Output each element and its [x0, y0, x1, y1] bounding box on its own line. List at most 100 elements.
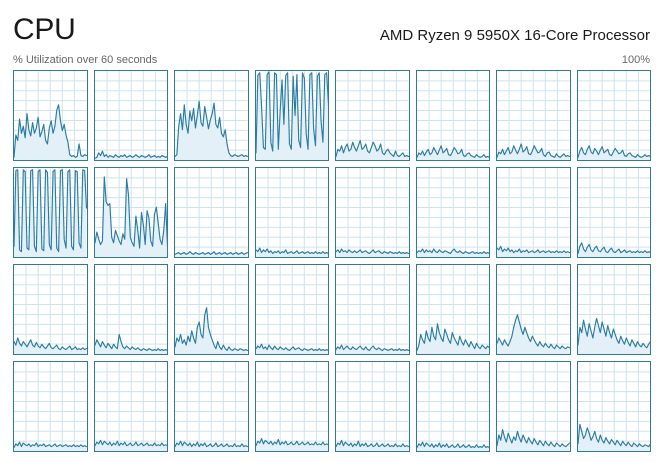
- core-graph-cell[interactable]: [335, 70, 410, 161]
- core-graph-cell[interactable]: [174, 361, 249, 452]
- core-graph-line: [95, 177, 168, 248]
- core-graph-line: [256, 439, 329, 446]
- core-graph-line: [256, 344, 329, 350]
- core-graph-line: [95, 440, 168, 445]
- core-graph-cell[interactable]: [254, 70, 329, 161]
- core-graph-fill: [255, 438, 328, 451]
- core-graph-line: [336, 440, 409, 446]
- core-graph-fill: [416, 323, 489, 354]
- core-graph-cell[interactable]: [13, 361, 88, 452]
- core-graph-cell[interactable]: [93, 70, 168, 161]
- core-graph-line: [175, 308, 248, 351]
- grid-lines: [14, 362, 87, 451]
- core-graph-fill: [175, 307, 248, 354]
- grid-lines: [336, 168, 409, 257]
- core-graph-fill: [497, 314, 570, 354]
- core-graph-cell[interactable]: [254, 167, 329, 258]
- core-graph-cell[interactable]: [415, 361, 490, 452]
- grid-lines: [95, 71, 168, 160]
- core-graph-line: [14, 170, 87, 252]
- core-graph-line: [497, 144, 570, 157]
- core-graph-fill: [577, 242, 650, 257]
- core-graph-line: [95, 334, 168, 350]
- core-graph-fill: [577, 318, 650, 354]
- grid-lines: [95, 362, 168, 451]
- core-graph-fill: [416, 248, 489, 257]
- grid-lines: [256, 168, 329, 257]
- grid-lines: [417, 362, 490, 451]
- core-graph-line: [497, 315, 570, 349]
- core-graph-cell[interactable]: [576, 167, 651, 258]
- core-graph-fill: [577, 145, 650, 160]
- core-graph-line: [336, 345, 409, 350]
- core-graph-line: [336, 249, 409, 253]
- grid-lines: [417, 71, 490, 160]
- core-graph-line: [256, 72, 329, 153]
- core-graph-cell[interactable]: [415, 70, 490, 161]
- core-graph-cell[interactable]: [496, 70, 571, 161]
- core-graph-line: [256, 248, 329, 253]
- core-graph-line: [14, 442, 87, 447]
- core-graph-line: [95, 151, 168, 158]
- core-graph-line: [417, 146, 490, 158]
- core-graph-fill: [577, 424, 650, 451]
- core-graph-line: [175, 101, 248, 156]
- core-graph-cell[interactable]: [13, 264, 88, 355]
- core-graph-fill: [336, 345, 409, 354]
- core-graph-line: [578, 318, 651, 347]
- grid-lines: [417, 168, 490, 257]
- grid-lines: [497, 71, 570, 160]
- core-graph-line: [336, 140, 409, 156]
- grid-lines: [578, 71, 651, 160]
- core-graph-cell[interactable]: [93, 167, 168, 258]
- core-graph-cell[interactable]: [496, 167, 571, 258]
- core-graph-cell[interactable]: [576, 361, 651, 452]
- core-graph-cell[interactable]: [93, 361, 168, 452]
- core-graph-cell[interactable]: [335, 361, 410, 452]
- core-graph-fill: [255, 344, 328, 354]
- grid-lines: [256, 265, 329, 354]
- core-graph-line: [578, 243, 651, 254]
- page-title: CPU: [13, 13, 76, 46]
- core-graph-cell[interactable]: [13, 70, 88, 161]
- grid-lines: [336, 362, 409, 451]
- core-graph-fill: [94, 176, 167, 257]
- core-graph-fill: [336, 248, 409, 257]
- core-graph-cell[interactable]: [254, 264, 329, 355]
- grid-lines: [14, 265, 87, 354]
- core-graph-cell[interactable]: [13, 167, 88, 258]
- core-graph-cell[interactable]: [415, 167, 490, 258]
- logical-processor-grid: [13, 70, 651, 452]
- core-graph-line: [417, 249, 490, 253]
- utilization-max-label: 100%: [621, 54, 650, 66]
- core-graph-cell[interactable]: [496, 264, 571, 355]
- core-graph-fill: [336, 140, 409, 160]
- grid-lines: [497, 168, 570, 257]
- core-graph-fill: [94, 151, 167, 160]
- core-graph-cell[interactable]: [496, 361, 571, 452]
- core-graph-fill: [175, 101, 248, 160]
- core-graph-fill: [94, 440, 167, 451]
- core-graph-cell[interactable]: [254, 361, 329, 452]
- core-graph-line: [14, 105, 87, 158]
- core-graph-line: [497, 430, 570, 447]
- grid-lines: [95, 265, 168, 354]
- core-graph-line: [578, 146, 651, 158]
- cpu-model-label: AMD Ryzen 9 5950X 16-Core Processor: [379, 27, 650, 44]
- core-graph-cell[interactable]: [576, 264, 651, 355]
- core-graph-cell[interactable]: [174, 264, 249, 355]
- core-graph-line: [578, 424, 651, 446]
- grid-lines: [175, 362, 248, 451]
- core-graph-cell[interactable]: [335, 264, 410, 355]
- core-graph-cell[interactable]: [174, 167, 249, 258]
- core-graph-cell[interactable]: [576, 70, 651, 161]
- core-graph-cell[interactable]: [174, 70, 249, 161]
- grid-lines: [578, 168, 651, 257]
- cpu-header: CPU AMD Ryzen 9 5950X 16-Core Processor: [0, 0, 662, 48]
- core-graph-cell[interactable]: [415, 264, 490, 355]
- utilization-axis-label: % Utilization over 60 seconds: [13, 54, 158, 66]
- core-graph-cell[interactable]: [93, 264, 168, 355]
- core-graph-cell[interactable]: [335, 167, 410, 258]
- core-graph-fill: [416, 145, 489, 160]
